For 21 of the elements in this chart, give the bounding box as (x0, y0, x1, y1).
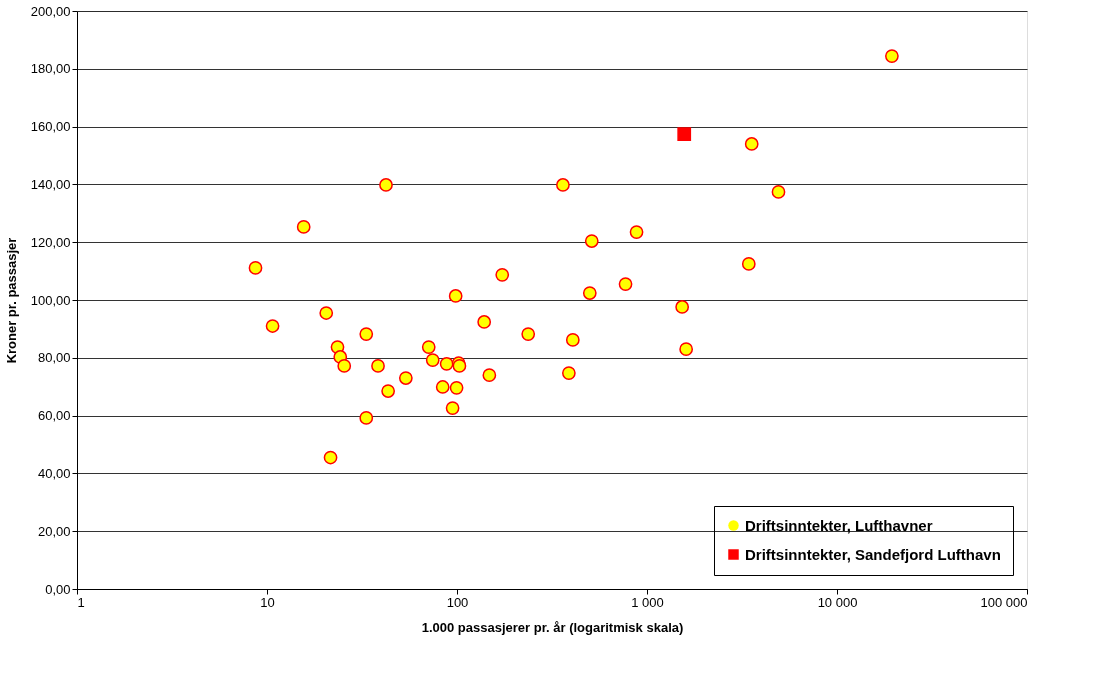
x-tick-label: 1 (77, 594, 85, 610)
legend-label: Driftsinntekter, Lufthavner (745, 516, 933, 534)
y-tick-label: 160,00 (30, 119, 71, 135)
x-tick-label: 1 000 (631, 594, 664, 610)
y-tick-label: 20,00 (37, 523, 71, 539)
y-tick-label: 180,00 (30, 61, 71, 77)
y-tick-label: 60,00 (37, 408, 71, 424)
y-axis-title: Kroner pr. passasjer (3, 237, 19, 364)
legend-label: Driftsinntekter, Sandefjord Lufthavn (745, 545, 1001, 563)
x-tick-label: 100 000 (980, 594, 1028, 610)
y-tick-label: 140,00 (30, 176, 71, 192)
x-tick-label: 10 000 (817, 594, 858, 610)
y-tick-label: 200,00 (30, 3, 71, 19)
y-tick-label: 0,00 (45, 581, 71, 597)
x-tick-label: 10 (260, 594, 275, 610)
x-axis-title: 1.000 passasjerer pr. år (logaritmisk skala) (421, 619, 684, 635)
y-tick-label: 120,00 (30, 234, 71, 250)
y-tick-label: 80,00 (37, 350, 71, 366)
x-tick-label: 100 (446, 594, 469, 610)
y-tick-label: 40,00 (37, 465, 71, 481)
y-tick-label: 100,00 (30, 292, 71, 308)
